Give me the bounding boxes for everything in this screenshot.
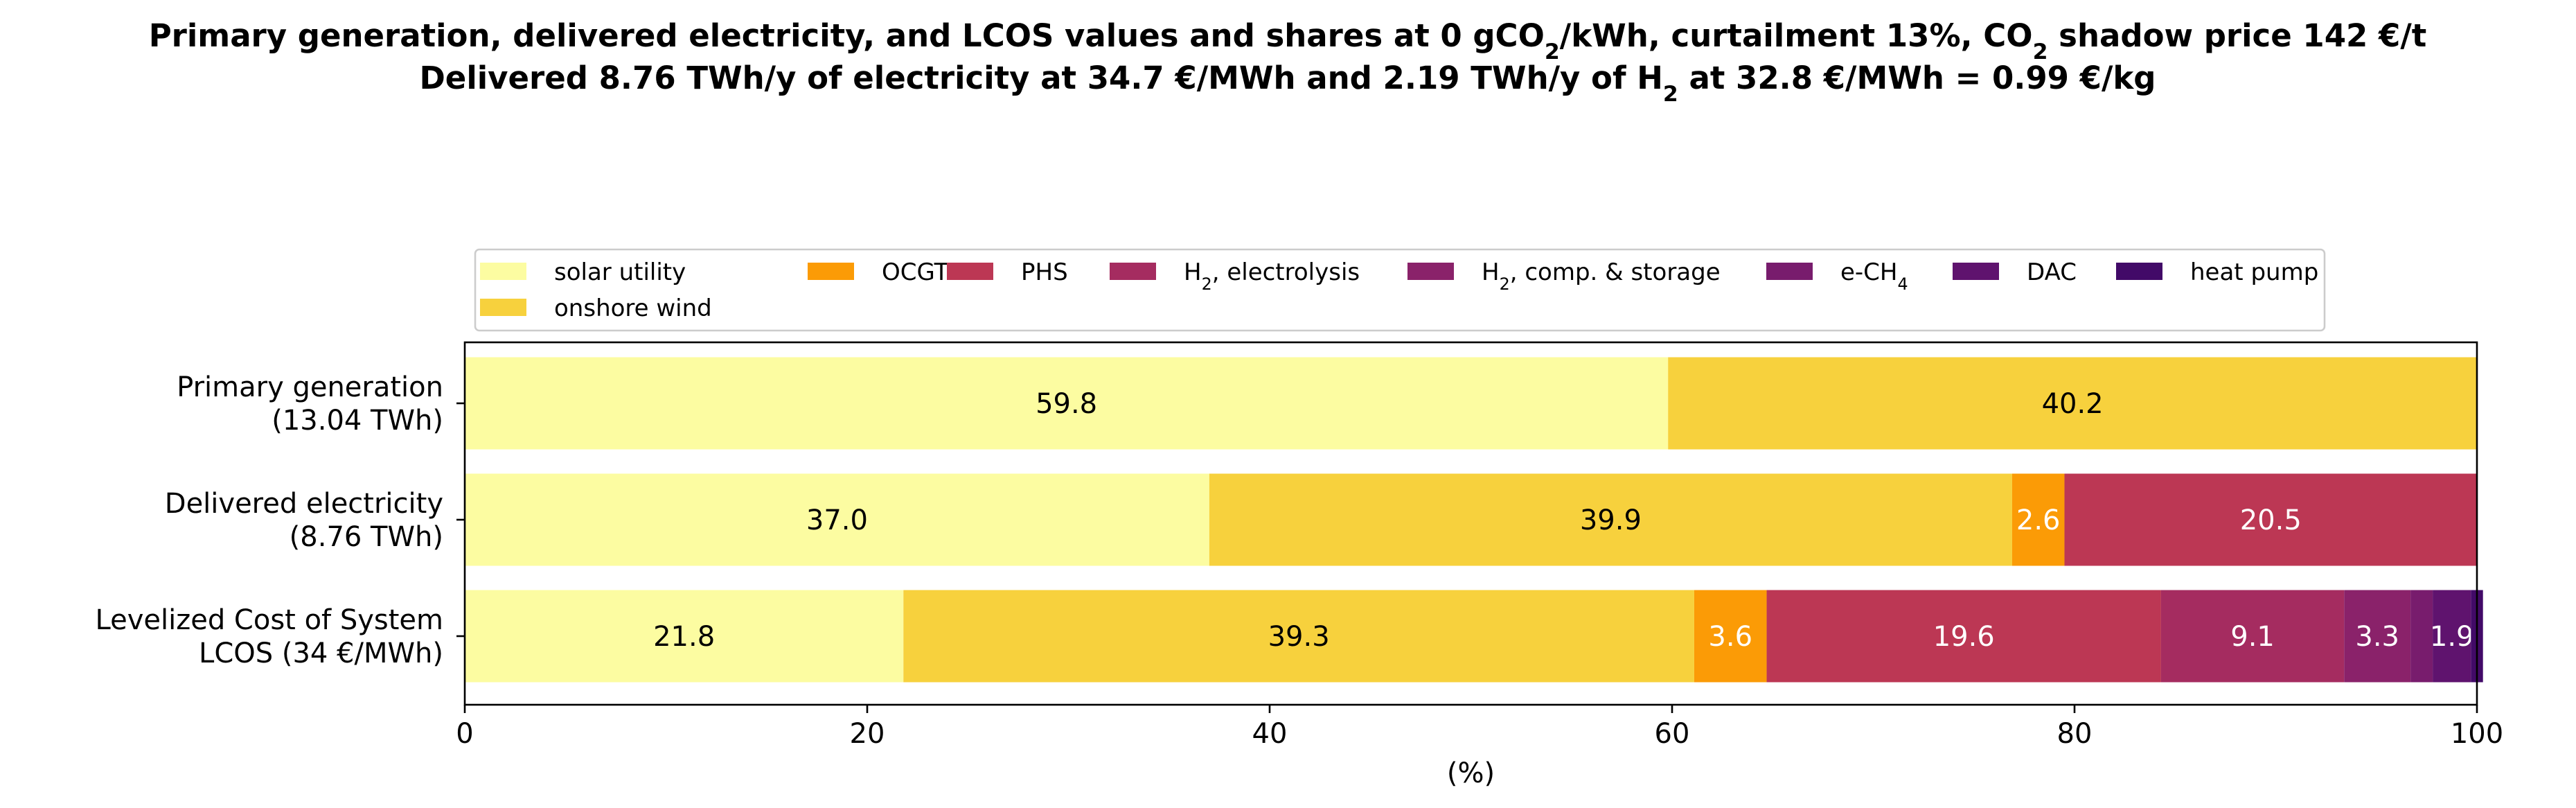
bar-onshore-wind-1	[1209, 473, 2012, 566]
legend-item-dac: DAC	[1953, 258, 2077, 286]
legend-label-e-ch4: e-CH4	[1840, 258, 1908, 294]
bar-phs-2	[1766, 590, 2161, 683]
bar-phs-1	[2064, 473, 2477, 566]
plot-area: 59.8 37.0 21.8 40.2 39.9 39.3 2.6 3.6 20.5 19.6 9.…	[96, 341, 2503, 789]
bar-dac-2	[2433, 590, 2471, 683]
legend-item-phs: PHS	[947, 258, 1068, 286]
legend-swatch-dac	[1953, 263, 1999, 280]
legend-label-ocgt: OCGT	[882, 258, 949, 286]
legend-swatch-e-ch4	[1766, 263, 1813, 280]
bar-e-ch4-2	[2410, 590, 2433, 683]
x-axis-label: (%)	[1447, 757, 1495, 789]
data-label-solar-utility-2: 21.8	[653, 621, 715, 653]
category-label-2: Levelized Cost of System LCOS (34 €/MWh)	[96, 604, 443, 669]
bar-ocgt-2	[1694, 590, 1767, 683]
legend-frame	[474, 248, 2326, 332]
x-tick-label-100: 100	[2451, 718, 2503, 750]
data-label-onshore-wind-0: 40.2	[2042, 388, 2104, 420]
bar-h2-electrolysis-2	[2160, 590, 2345, 683]
data-label-solar-utility-0: 59.8	[1036, 388, 1097, 420]
bar-solar-utility-1	[465, 473, 1209, 566]
legend-item-solar-utility: solar utility	[480, 258, 686, 286]
bar-solar-utility-0	[465, 357, 1669, 450]
legend-label-solar-utility: solar utility	[554, 258, 686, 286]
x-tick-label-0: 0	[456, 718, 473, 750]
data-label-phs-2: 19.6	[1933, 621, 1995, 653]
legend-item-ocgt: OCGT	[808, 258, 949, 286]
data-label-phs-1: 20.5	[2240, 504, 2302, 536]
chart-title-line-2: Delivered 8.76 TWh/y of electricity at 3…	[419, 60, 2156, 107]
legend-swatch-onshore-wind	[480, 299, 526, 316]
data-label-h2-comp-storage-2: 3.3	[2355, 621, 2399, 653]
legend-swatch-solar-utility	[480, 263, 526, 280]
legend-label-h2-electrolysis: H2, electrolysis	[1184, 258, 1360, 294]
category-label-0: Primary generation (13.04 TWh)	[177, 371, 443, 437]
legend-item-h2-comp-storage: H2, comp. & storage	[1407, 258, 1721, 294]
legend-swatch-phs	[947, 263, 993, 280]
legend-swatch-h2-comp-storage	[1407, 263, 1454, 280]
data-label-onshore-wind-2: 39.3	[1268, 621, 1330, 653]
legend-label-heat-pump: heat pump	[2190, 258, 2318, 286]
bar-solar-utility-2	[465, 590, 904, 683]
x-tick-label-60: 60	[1655, 718, 1690, 750]
chart-title-line-1: Primary generation, delivered electricit…	[149, 17, 2427, 64]
legend-label-phs: PHS	[1021, 258, 1068, 286]
data-label-ocgt-1: 2.6	[2016, 504, 2061, 536]
data-label-onshore-wind-1: 39.9	[1580, 504, 1642, 536]
data-label-solar-utility-1: 37.0	[806, 504, 868, 536]
legend-item-onshore-wind: onshore wind	[480, 295, 712, 322]
data-label-ocgt-2: 3.6	[1708, 621, 1752, 653]
axes-frame	[463, 341, 2478, 706]
data-label-h2-electrolysis-2: 9.1	[2230, 621, 2275, 653]
legend-label-onshore-wind: onshore wind	[554, 295, 712, 322]
x-tick-label-80: 80	[2057, 718, 2093, 750]
chart-title: Primary generation, delivered electricit…	[149, 17, 2427, 107]
legend-item-heat-pump: heat pump	[2116, 258, 2318, 286]
bar-onshore-wind-2	[903, 590, 1694, 683]
legend-item-h2-electrolysis: H2, electrolysis	[1110, 258, 1360, 294]
legend-item-e-ch4: e-CH4	[1766, 258, 1908, 294]
legend-label-dac: DAC	[2027, 258, 2077, 286]
bar-h2-comp-storage-2	[2344, 590, 2411, 683]
x-tick-label-20: 20	[850, 718, 885, 750]
legend-label-h2-comp-storage: H2, comp. & storage	[1482, 258, 1721, 294]
data-label-dac-2: 1.9	[2430, 621, 2474, 653]
legend-swatch-ocgt	[808, 263, 854, 280]
x-tick-label-40: 40	[1252, 718, 1288, 750]
bar-ocgt-1	[2011, 473, 2065, 566]
bar-onshore-wind-0	[1668, 357, 2477, 450]
category-label-1: Delivered electricity (8.76 TWh)	[165, 488, 443, 553]
legend-swatch-heat-pump	[2116, 263, 2162, 280]
legend-swatch-h2-electrolysis	[1110, 263, 1156, 280]
chart-legend: solar utility onshore wind OCGT PHS H2, elec…	[474, 248, 2326, 332]
